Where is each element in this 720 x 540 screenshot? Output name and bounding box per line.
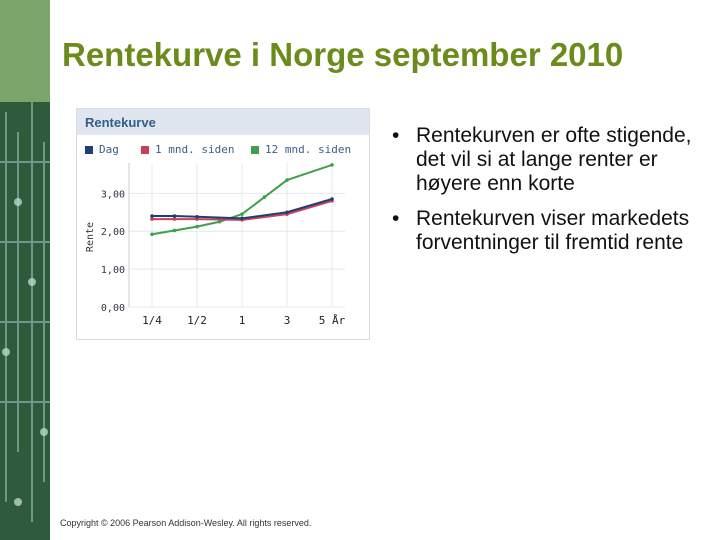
x-tick-label: 3 — [284, 314, 291, 327]
legend-label-dag: Dag — [99, 143, 119, 156]
x-tick-label: 1/4 — [142, 314, 162, 327]
y-tick-label: 0,00 — [101, 303, 125, 314]
slide-title: Rentekurve i Norge september 2010 — [62, 36, 624, 73]
data-point — [172, 228, 177, 233]
legend-swatch-12-mnd — [251, 145, 259, 154]
legend-swatch-dag — [85, 145, 93, 154]
bullet-text: Rentekurven viser markedets forventninge… — [416, 207, 690, 254]
chart-title: Rentekurve — [85, 115, 156, 130]
data-point — [285, 210, 289, 215]
legend-item-12-mnd: 12 mnd. siden — [251, 143, 351, 156]
legend-item-1-mnd: 1 mnd. siden — [141, 143, 234, 156]
data-point — [195, 215, 199, 219]
data-point — [240, 216, 244, 221]
y-tick-label: 2,00 — [101, 227, 125, 238]
y-axis-label: Rente — [85, 222, 96, 252]
data-point — [262, 195, 267, 199]
decorative-side-strip — [0, 0, 50, 540]
x-tick-label: 5 År — [319, 314, 346, 327]
legend-swatch-1-mnd — [141, 145, 149, 154]
bullet-marker: • — [392, 124, 400, 147]
data-point — [150, 214, 154, 218]
bullet-list: • Rentekurven er ofte stigende, det vil … — [392, 124, 712, 266]
data-point — [150, 217, 154, 221]
data-point — [330, 197, 334, 201]
chart-header: Rentekurve — [77, 109, 369, 135]
data-point — [172, 217, 177, 221]
legend-label-12-mnd: 12 mnd. siden — [265, 143, 352, 156]
data-point — [150, 232, 154, 237]
y-tick-label: 1,00 — [101, 265, 125, 276]
y-tick-label: 3,00 — [101, 189, 125, 200]
series-line-dag — [152, 198, 333, 220]
x-tick-label: 1/2 — [187, 314, 207, 327]
legend-label-1-mnd: 1 mnd. siden — [155, 143, 235, 156]
data-point — [217, 219, 222, 224]
chart-plot-area: 0,00 1,00 2,00 3,00 1/4 1/2 1 3 5 År Rente — [85, 163, 346, 327]
circuit-board-pattern — [0, 102, 50, 522]
data-point — [172, 214, 177, 218]
bullet-item: • Rentekurven er ofte stigende, det vil … — [392, 124, 712, 196]
x-tick-label: 1 — [239, 314, 246, 327]
bullet-text: Rentekurven er ofte stigende, det vil si… — [416, 124, 692, 195]
bullet-marker: • — [392, 207, 400, 230]
side-strip-band — [0, 0, 50, 102]
bullet-item: • Rentekurven viser markedets forventnin… — [392, 207, 712, 255]
series-line-1-mnd — [152, 199, 333, 221]
chart-legend: Dag 1 mnd. siden 12 mnd. siden — [85, 143, 365, 159]
data-point — [285, 178, 289, 182]
yield-curve-chart: Rentekurve Dag 1 mnd. siden 12 mnd. side… — [76, 108, 370, 340]
data-point — [240, 212, 244, 216]
copyright-notice: Copyright © 2006 Pearson Addison-Wesley.… — [60, 518, 312, 528]
legend-item-dag: Dag — [85, 143, 119, 156]
data-point — [330, 163, 334, 167]
data-point — [195, 224, 199, 229]
